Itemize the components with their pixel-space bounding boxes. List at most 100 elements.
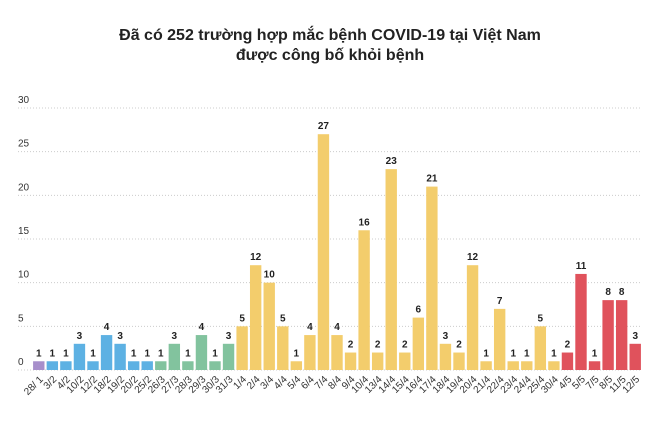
value-label: 1 [36, 348, 42, 359]
bar [371, 352, 384, 370]
bar [87, 361, 99, 370]
y-tick-label: 10 [18, 270, 30, 281]
value-label: 12 [250, 252, 262, 263]
bar [209, 361, 221, 370]
value-label: 2 [348, 340, 354, 351]
value-label: 27 [318, 121, 330, 132]
bar [344, 352, 357, 370]
value-label: 1 [483, 348, 489, 359]
value-label: 4 [104, 322, 110, 333]
value-label: 1 [158, 348, 164, 359]
value-label: 1 [90, 348, 96, 359]
bar [412, 317, 425, 370]
bar [629, 343, 641, 370]
bar [236, 326, 248, 370]
value-label: 5 [239, 313, 245, 324]
value-label: 4 [199, 322, 205, 333]
value-label: 6 [416, 305, 422, 316]
value-label: 1 [551, 348, 557, 359]
bar [304, 335, 316, 370]
value-label: 21 [426, 174, 438, 185]
value-label: 1 [185, 348, 191, 359]
bar [507, 361, 519, 370]
y-tick-label: 15 [18, 226, 30, 237]
value-label: 5 [538, 313, 544, 324]
value-label: 3 [117, 331, 123, 342]
bar [100, 335, 113, 370]
value-label: 2 [402, 340, 408, 351]
y-tick-label: 30 [18, 95, 30, 106]
value-label: 23 [386, 156, 398, 167]
bar [263, 282, 275, 370]
bar [561, 352, 574, 370]
value-label: 11 [576, 261, 587, 272]
value-label: 10 [264, 270, 276, 281]
value-label: 1 [294, 348, 300, 359]
bar [222, 343, 235, 370]
bar [155, 361, 167, 370]
bar [127, 361, 140, 370]
value-label: 2 [565, 340, 571, 351]
bar [46, 361, 59, 370]
value-label: 16 [359, 217, 371, 228]
value-label: 7 [497, 296, 503, 307]
bar [615, 300, 628, 370]
bar [141, 361, 153, 370]
bar [60, 361, 72, 370]
bar [331, 335, 343, 370]
bar [534, 326, 547, 370]
bar [290, 361, 303, 370]
value-label: 1 [592, 348, 598, 359]
value-label: 3 [77, 331, 83, 342]
value-label: 4 [334, 322, 340, 333]
bar [195, 335, 208, 370]
value-label: 3 [226, 331, 232, 342]
bar [168, 343, 181, 370]
value-label: 1 [50, 348, 56, 359]
bar [358, 230, 370, 370]
x-tick-label: 12/5 [621, 374, 643, 396]
bar [439, 343, 452, 370]
value-label: 1 [524, 348, 530, 359]
value-label: 3 [632, 331, 638, 342]
value-label: 1 [510, 348, 516, 359]
bar [575, 273, 587, 370]
bar [480, 361, 492, 370]
value-label: 8 [605, 287, 611, 298]
value-label: 5 [280, 313, 286, 324]
value-label: 3 [172, 331, 178, 342]
bar [277, 326, 289, 370]
bar [466, 265, 479, 370]
y-tick-label: 5 [18, 313, 24, 324]
value-label: 1 [63, 348, 69, 359]
bar [33, 361, 45, 370]
bar [548, 361, 560, 370]
value-label: 2 [456, 340, 462, 351]
chart-subtitle: được công bố khỏi bệnh [236, 47, 424, 64]
value-label: 8 [619, 287, 625, 298]
bar [385, 169, 397, 370]
value-label: 1 [131, 348, 137, 359]
bar [317, 134, 330, 370]
bar [588, 361, 601, 370]
bar [426, 186, 438, 370]
value-label: 2 [375, 340, 381, 351]
bar [453, 352, 465, 370]
chart-title: Đã có 252 trường hợp mắc bệnh COVID-19 t… [119, 25, 541, 44]
y-tick-label: 25 [18, 139, 30, 150]
bar [602, 300, 614, 370]
bar [182, 361, 194, 370]
value-label: 1 [144, 348, 150, 359]
bar [493, 308, 506, 370]
y-tick-label: 0 [18, 357, 24, 368]
bar [73, 343, 86, 370]
value-label: 3 [443, 331, 449, 342]
value-label: 1 [212, 348, 218, 359]
bar [399, 352, 411, 370]
bar [521, 361, 533, 370]
bar [114, 343, 126, 370]
value-label: 4 [307, 322, 313, 333]
y-tick-label: 20 [18, 182, 30, 193]
bar [249, 265, 262, 370]
